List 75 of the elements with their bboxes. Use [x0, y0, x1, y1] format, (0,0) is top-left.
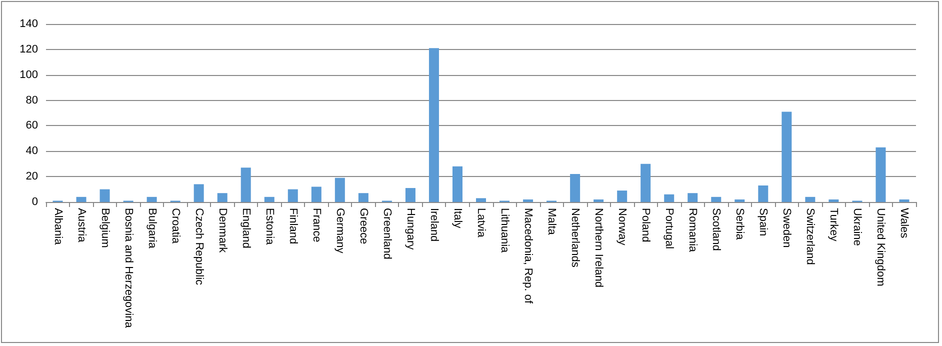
- x-tick-label: Czech Republic: [192, 208, 205, 286]
- x-tick-label: Sweden: [780, 208, 793, 248]
- bar: [640, 164, 651, 202]
- bar: [805, 196, 816, 202]
- x-tick-label: Lithuania: [498, 208, 511, 254]
- x-tick-label: Hungary: [404, 208, 416, 250]
- bar: [405, 188, 416, 202]
- y-tick-label: 0: [32, 196, 38, 208]
- x-tick-label: Denmark: [216, 208, 228, 254]
- bar: [782, 112, 792, 202]
- bar: [194, 184, 204, 202]
- bar: [288, 189, 298, 202]
- x-tick-label: Croatia: [169, 208, 182, 244]
- x-tick-label: Northern Ireland: [592, 208, 605, 288]
- x-tick-label: Germany: [334, 208, 346, 254]
- x-tick-label: Bulgaria: [146, 208, 158, 250]
- x-tick-label: Serbia: [734, 208, 746, 241]
- x-tick-label: Austria: [75, 208, 88, 244]
- bar: [358, 193, 368, 202]
- y-tick-label: 140: [20, 18, 38, 30]
- x-tick-label: Portugal: [663, 208, 676, 249]
- bar: [476, 198, 486, 202]
- x-tick-label: Estonia: [263, 208, 276, 246]
- bar: [76, 196, 86, 202]
- bar: [452, 166, 462, 202]
- bar: [240, 168, 251, 202]
- x-tick-label: Belgium: [98, 208, 111, 248]
- x-tick-label: Netherlands: [569, 208, 582, 268]
- x-tick-label: Greenland: [380, 208, 393, 260]
- bar: [828, 199, 839, 202]
- bar: [688, 193, 698, 202]
- x-tick-label: Romania: [686, 208, 699, 253]
- bar: [664, 194, 674, 202]
- bar: [617, 190, 628, 202]
- x-tick-label: Norway: [616, 208, 628, 246]
- x-tick-label: Albania: [52, 208, 64, 246]
- x-tick-label: Ireland: [428, 208, 440, 242]
- x-tick-label: Wales: [898, 208, 910, 239]
- x-tick-label: Macedonia, Rep. of: [522, 208, 534, 304]
- x-tick-label: Latvia: [475, 208, 487, 238]
- x-tick-label: Switzerland: [804, 208, 816, 265]
- bar: [570, 174, 580, 202]
- x-tick-label: France: [310, 208, 322, 242]
- x-tick-label: Italy: [451, 208, 464, 229]
- bar: [876, 147, 886, 202]
- y-tick-label: 20: [26, 170, 38, 183]
- bar: [334, 178, 345, 202]
- bar: [100, 189, 110, 202]
- y-tick-label: 40: [26, 145, 38, 158]
- x-tick-label: Finland: [286, 208, 299, 244]
- x-tick-label: England: [240, 208, 252, 248]
- bar: [428, 48, 439, 202]
- bar: [146, 196, 157, 202]
- x-tick-label: Malta: [546, 208, 558, 236]
- x-tick-label: Poland: [640, 208, 652, 242]
- bar: [594, 199, 604, 202]
- y-tick-label: 60: [26, 120, 38, 132]
- bar: [264, 196, 274, 202]
- x-tick-label: United Kingdom: [874, 208, 887, 286]
- y-tick-label: 120: [20, 43, 38, 56]
- bar: [711, 196, 722, 202]
- bar: [899, 199, 910, 202]
- x-tick-label: Greece: [357, 208, 370, 244]
- x-tick-label: Scotland: [710, 208, 722, 251]
- bar: [217, 193, 228, 202]
- bar: [523, 199, 534, 202]
- y-tick-label: 80: [26, 94, 38, 106]
- x-tick-label: Turkey: [828, 208, 840, 242]
- bar: [758, 185, 768, 202]
- bar: [311, 186, 322, 202]
- y-tick-label: 100: [20, 68, 38, 81]
- x-tick-label: Spain: [757, 208, 770, 236]
- bar: [734, 199, 745, 202]
- x-tick-label: Ukraine: [851, 208, 864, 246]
- x-tick-label: Bosnia and Herzegovina: [122, 208, 134, 329]
